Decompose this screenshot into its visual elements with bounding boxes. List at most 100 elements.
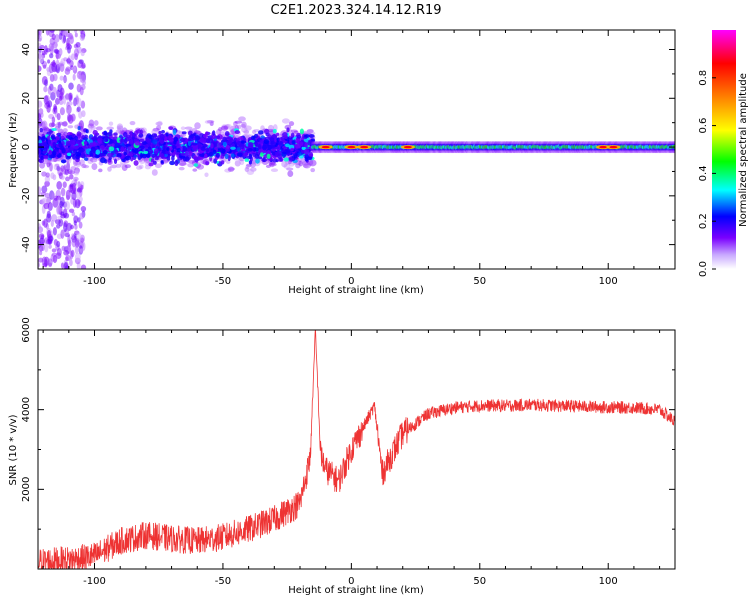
heatmap-cell	[126, 146, 132, 151]
heatmap-cell	[136, 165, 143, 170]
heatmap-cell	[67, 125, 74, 129]
heatmap-cell	[234, 160, 241, 167]
heatmap-cell	[80, 100, 86, 109]
heatmap-cell	[207, 138, 214, 144]
heatmap-cell	[307, 128, 314, 133]
heatmap-cell	[89, 152, 94, 157]
heatmap-cell	[65, 93, 70, 101]
heatmap-cell	[76, 232, 82, 241]
heatmap-cell	[220, 125, 228, 133]
heatmap-cell	[46, 210, 51, 219]
y-tick-label: 6000	[21, 317, 32, 342]
heatmap-cell	[308, 159, 317, 167]
heatmap-cell	[304, 142, 308, 148]
heatmap-cell	[103, 130, 108, 136]
heatmap-cell	[160, 153, 165, 159]
heatmap-cell	[166, 141, 173, 145]
heatmap-cell	[68, 208, 75, 213]
heatmap-cell	[75, 96, 79, 105]
heatmap-cell	[108, 156, 112, 161]
heatmap-cell	[257, 143, 262, 150]
y-tick-label: 0	[21, 144, 32, 150]
heatmap-cell	[52, 73, 58, 82]
heatmap-cell	[60, 211, 65, 216]
heatmap-cell	[80, 148, 85, 153]
heatmap-cell	[222, 136, 227, 142]
heatmap-cell	[304, 153, 309, 159]
heatmap-cell	[69, 36, 74, 45]
heatmap-cell	[215, 152, 220, 158]
heatmap-cell	[80, 184, 84, 190]
heatmap-cell	[252, 135, 256, 139]
heatmap-cell	[74, 252, 81, 262]
heatmap-cell	[123, 151, 128, 156]
heatmap-cell	[143, 158, 148, 162]
heatmap-cell	[73, 176, 79, 182]
heatmap-cell	[133, 154, 138, 158]
heatmap-cell	[172, 144, 176, 149]
heatmap-cell	[224, 153, 229, 160]
heatmap-cell	[47, 59, 51, 64]
heatmap-cell	[47, 138, 52, 145]
heatmap-cell	[197, 143, 202, 149]
heatmap-cell	[152, 139, 158, 145]
heatmap-cell	[51, 248, 57, 253]
heatmap-cell	[178, 160, 187, 167]
heatmap-cell	[129, 138, 134, 145]
heatmap-cell	[90, 125, 96, 131]
colorbar-tick-label: 0.6	[698, 118, 709, 134]
heatmap-cell	[241, 121, 247, 129]
heatmap-cell	[106, 152, 112, 157]
heatmap-cell	[360, 145, 369, 149]
heatmap-cell	[184, 156, 190, 162]
heatmap-cell	[303, 148, 310, 155]
heatmap-cell	[268, 162, 277, 167]
heatmap-cell	[66, 37, 70, 46]
heatmap-cell	[70, 224, 74, 230]
heatmap-cell	[204, 153, 208, 159]
heatmap-cell	[42, 155, 49, 160]
heatmap-cell	[139, 129, 143, 135]
heatmap-cell	[209, 121, 214, 127]
heatmap-cell	[129, 131, 133, 136]
heatmap-cell	[221, 148, 226, 155]
heatmap-cell	[205, 161, 210, 166]
heatmap-cell	[68, 170, 76, 175]
heatmap-cell	[244, 125, 252, 131]
heatmap-cell	[76, 131, 82, 137]
heatmap-cell	[125, 155, 131, 161]
heatmap-cell	[244, 166, 250, 172]
heatmap-cell	[51, 127, 57, 132]
heatmap-cell	[236, 140, 242, 146]
x-tick-label: 0	[348, 576, 354, 587]
heatmap-cell	[288, 157, 295, 161]
heatmap-cell	[81, 152, 86, 156]
colorbar-label: Normalized spectral amplitude	[738, 73, 749, 227]
x-tick-label: 0	[348, 276, 354, 287]
heatmap-cell	[108, 146, 115, 152]
heatmap-cell	[149, 148, 154, 155]
heatmap-cell	[223, 125, 229, 130]
x-tick-label: 100	[599, 576, 618, 587]
heatmap-cell	[141, 153, 147, 159]
heatmap-cell	[216, 135, 220, 140]
snr-y-axis-label: SNR (10 * v/v)	[8, 414, 19, 485]
heatmap-cell	[80, 206, 87, 212]
heatmap-cell	[165, 132, 169, 137]
heatmap-cell	[115, 163, 122, 168]
heatmap-cell	[245, 164, 250, 170]
heatmap-cell	[194, 146, 198, 152]
heatmap-cell	[254, 153, 260, 159]
heatmap-cell	[74, 160, 82, 166]
heatmap-cell	[62, 128, 68, 133]
heatmap-cell	[97, 139, 102, 144]
heatmap-cell	[44, 175, 51, 183]
heatmap-cell	[204, 172, 209, 178]
heatmap-cell	[80, 50, 85, 57]
heatmap-cell	[56, 223, 61, 229]
heatmap-cell	[43, 95, 49, 105]
heatmap-cell	[51, 116, 56, 124]
heatmap-cell	[41, 256, 48, 267]
heatmap-cell	[61, 121, 68, 127]
heatmap-cell	[64, 169, 69, 176]
